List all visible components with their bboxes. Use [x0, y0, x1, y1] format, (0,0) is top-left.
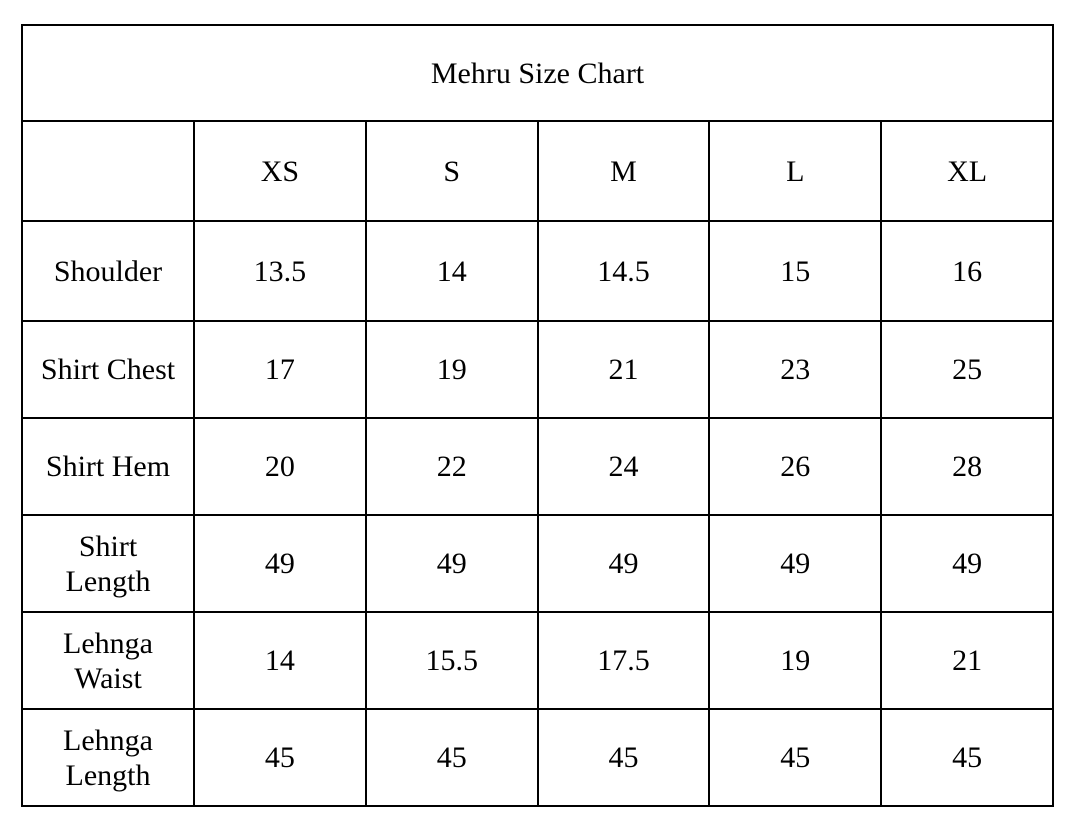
- table-row: Shirt Length 49 49 49 49 49: [21, 514, 1055, 613]
- measurement-cell: 24: [536, 417, 711, 516]
- table-body: Shoulder 13.5 14 14.5 15 16 Shirt Chest 17 19 21 2…: [21, 220, 1055, 807]
- header-cell: XS: [193, 120, 367, 222]
- measurement-cell: 17.5: [536, 611, 711, 710]
- title-row: Mehru Size Chart: [20, 24, 1055, 122]
- measurement-cell: 17: [193, 320, 367, 419]
- measurement-cell: 45: [536, 708, 711, 807]
- measurement-cell: 14.5: [536, 220, 711, 322]
- measurement-cell: 28: [880, 417, 1055, 516]
- measurement-cell: 49: [193, 514, 367, 613]
- table-row: Lehnga Length 45 45 45 45 45: [21, 708, 1055, 807]
- row-label: Lehnga Waist: [21, 611, 195, 710]
- row-label: Lehnga Length: [21, 708, 195, 807]
- measurement-cell: 19: [364, 320, 539, 419]
- table-row: Shirt Hem 20 22 24 26 28: [21, 417, 1055, 516]
- measurement-cell: 22: [364, 417, 539, 516]
- measurement-cell: 16: [880, 220, 1055, 322]
- measurement-cell: 15.5: [364, 611, 539, 710]
- measurement-cell: 45: [708, 708, 883, 807]
- size-chart-table: Mehru Size Chart XS S M L XL Shoulder 13.…: [20, 24, 1055, 807]
- table-title: Mehru Size Chart: [20, 24, 1055, 122]
- row-label: Shirt Hem: [21, 417, 195, 516]
- row-label: Shirt Chest: [21, 320, 195, 419]
- header-cell: S: [364, 120, 539, 222]
- measurement-cell: 26: [708, 417, 883, 516]
- measurement-cell: 15: [708, 220, 883, 322]
- measurement-cell: 45: [364, 708, 539, 807]
- measurement-cell: 49: [536, 514, 711, 613]
- row-label: Shoulder: [21, 220, 195, 322]
- table-row: Lehnga Waist 14 15.5 17.5 19 21: [21, 611, 1055, 710]
- row-label: Shirt Length: [21, 514, 195, 613]
- measurement-cell: 25: [880, 320, 1055, 419]
- header-row: XS S M L XL: [21, 120, 1055, 222]
- measurement-cell: 49: [364, 514, 539, 613]
- table-row: Shirt Chest 17 19 21 23 25: [21, 320, 1055, 419]
- header-empty-cell: [21, 120, 195, 222]
- measurement-cell: 19: [708, 611, 883, 710]
- measurement-cell: 13.5: [193, 220, 367, 322]
- measurement-cell: 23: [708, 320, 883, 419]
- header-cell: M: [536, 120, 711, 222]
- measurement-cell: 21: [536, 320, 711, 419]
- header-cell: L: [708, 120, 883, 222]
- measurement-cell: 14: [364, 220, 539, 322]
- measurement-cell: 45: [880, 708, 1055, 807]
- measurement-cell: 49: [880, 514, 1055, 613]
- header-cell: XL: [880, 120, 1055, 222]
- measurement-cell: 21: [880, 611, 1055, 710]
- measurement-cell: 14: [193, 611, 367, 710]
- measurement-cell: 20: [193, 417, 367, 516]
- measurement-cell: 45: [193, 708, 367, 807]
- measurement-cell: 49: [708, 514, 883, 613]
- table-row: Shoulder 13.5 14 14.5 15 16: [21, 220, 1055, 322]
